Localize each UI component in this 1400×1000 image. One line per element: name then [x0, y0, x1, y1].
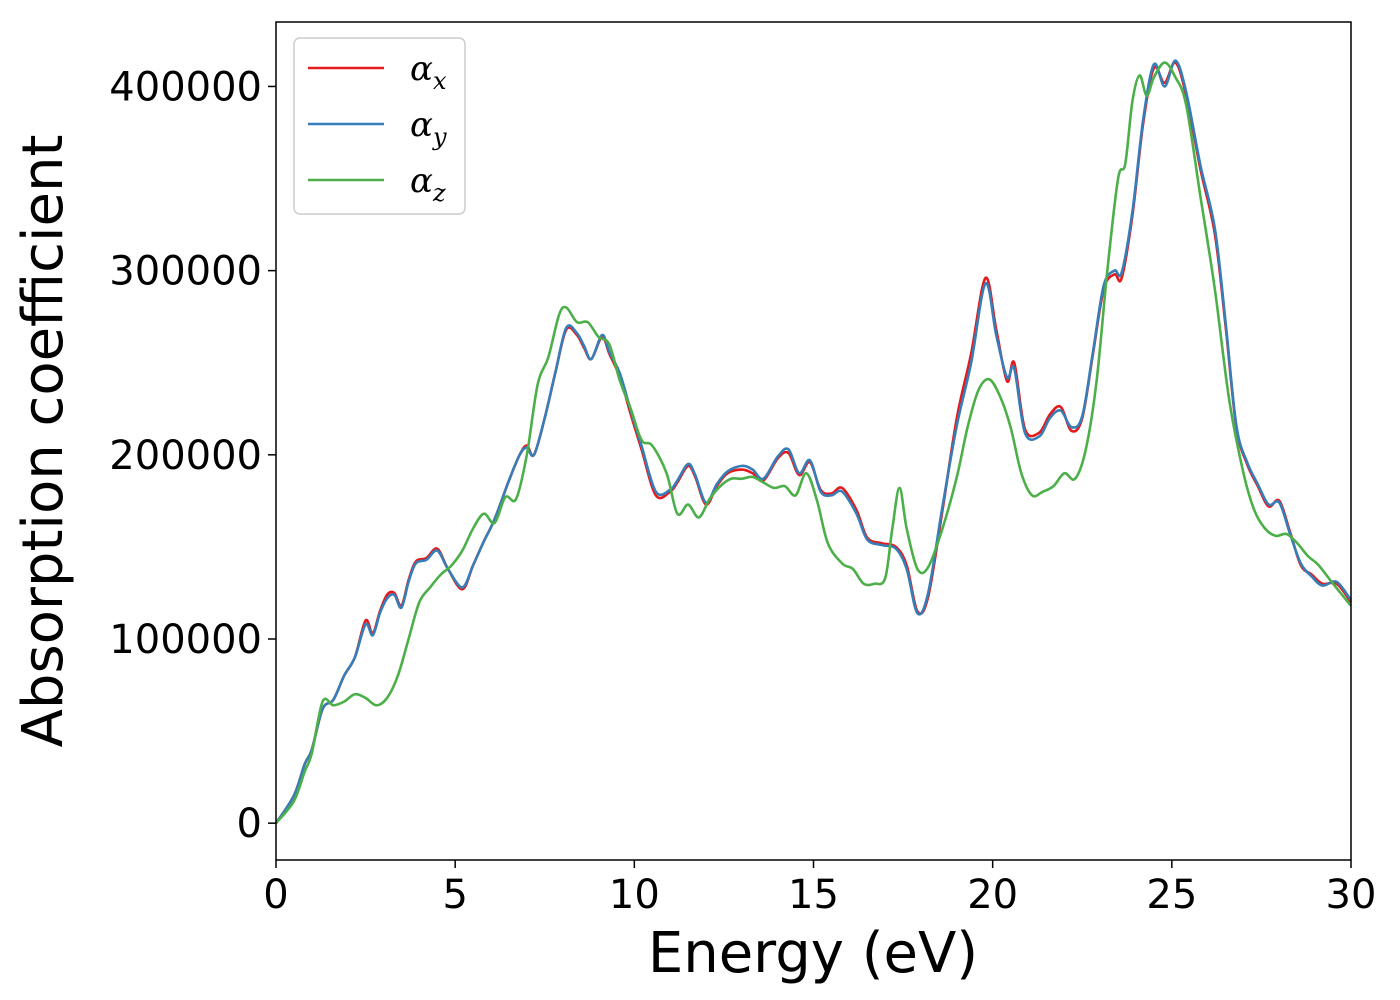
x-axis-label: Energy (eV) — [648, 921, 978, 986]
x-tick-label: 25 — [1146, 872, 1197, 918]
x-tick-label: 30 — [1326, 872, 1377, 918]
legend-label-x: αx — [410, 49, 447, 95]
y-tick-label: 100000 — [109, 617, 262, 663]
series-lines — [274, 59, 1353, 825]
y-axis-ticks: 0 100000 200000 300000 400000 — [109, 64, 276, 847]
x-tick-label: 10 — [609, 872, 660, 918]
x-tick-label: 15 — [788, 872, 839, 918]
legend: αx αy αz — [293, 37, 466, 215]
series-line-y — [274, 59, 1353, 824]
x-tick-label: 0 — [263, 872, 288, 918]
legend-label-y: αy — [410, 105, 447, 151]
legend-frame — [293, 37, 466, 215]
x-tick-label: 20 — [967, 872, 1018, 918]
y-axis-label: Absorption coefficient — [11, 135, 76, 748]
x-axis-ticks: 0 5 10 15 20 25 30 — [263, 860, 1376, 918]
y-tick-label: 400000 — [109, 64, 262, 110]
y-tick-label: 200000 — [109, 433, 262, 479]
y-tick-label: 300000 — [109, 249, 262, 295]
y-tick-label: 0 — [237, 801, 262, 847]
x-tick-label: 5 — [442, 872, 467, 918]
series-line-z — [274, 61, 1353, 825]
legend-label-z: αz — [410, 161, 446, 207]
